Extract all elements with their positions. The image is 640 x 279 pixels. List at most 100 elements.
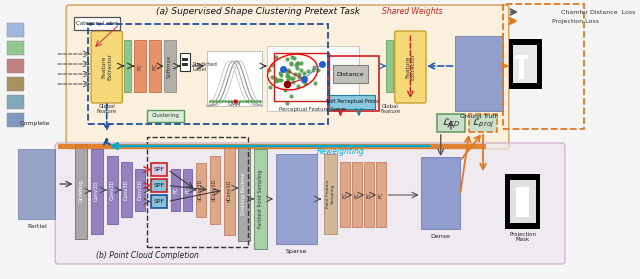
Text: $\mathcal{L}_{CD}$: $\mathcal{L}_{CD}$: [442, 117, 460, 129]
Text: Global
Feature: Global Feature: [97, 104, 116, 114]
Text: Dense: Dense: [431, 234, 451, 239]
Point: [292, 84, 303, 88]
Text: Feature
Extractor: Feature Extractor: [101, 54, 112, 81]
Bar: [8, 41, 24, 55]
Text: Conv3D: Conv3D: [109, 180, 115, 200]
Point: [298, 77, 308, 81]
Text: Clustering: Clustering: [152, 114, 180, 119]
Bar: [340, 162, 349, 227]
Point: [276, 78, 286, 82]
Bar: [437, 114, 465, 132]
Text: Gridding: Gridding: [79, 180, 83, 202]
Bar: [149, 40, 161, 92]
Bar: [196, 163, 206, 217]
Bar: [238, 146, 250, 241]
Bar: [151, 195, 168, 208]
Text: Partial: Partial: [27, 223, 47, 229]
Bar: [274, 53, 330, 101]
Bar: [333, 65, 368, 83]
FancyBboxPatch shape: [91, 31, 122, 103]
Text: Predicted
Label: Predicted Label: [192, 62, 217, 72]
Bar: [151, 179, 168, 192]
Bar: [58, 144, 486, 149]
Text: Distance: Distance: [337, 71, 364, 76]
Point: [272, 78, 282, 82]
Point: [284, 68, 294, 73]
Bar: [267, 46, 359, 111]
Text: Soft Perceptual Priors: Soft Perceptual Priors: [326, 100, 379, 105]
Bar: [147, 110, 184, 122]
FancyBboxPatch shape: [67, 5, 509, 149]
Point: [299, 71, 309, 75]
Bar: [180, 53, 189, 71]
Point: [317, 62, 327, 66]
FancyBboxPatch shape: [395, 31, 426, 103]
Bar: [8, 113, 24, 127]
Text: Conv3D: Conv3D: [124, 180, 129, 200]
Text: FC: FC: [185, 187, 190, 193]
Text: Reweighting: Reweighting: [317, 146, 364, 155]
Point: [291, 63, 301, 67]
Point: [264, 68, 275, 73]
Point: [265, 85, 275, 89]
FancyBboxPatch shape: [55, 143, 565, 264]
Point: [285, 94, 296, 98]
Bar: [8, 23, 24, 37]
Text: (a) Supervised Shape Clustering Pretext Task: (a) Supervised Shape Clustering Pretext …: [156, 8, 360, 16]
Bar: [88, 24, 328, 124]
Text: FC: FC: [367, 192, 371, 198]
Bar: [19, 149, 55, 219]
Point: [309, 65, 319, 69]
Text: Category Label: Category Label: [76, 21, 118, 26]
Text: FC: FC: [152, 62, 157, 70]
Text: dConv3D: dConv3D: [212, 179, 217, 201]
Text: Ground Truth: Ground Truth: [460, 114, 499, 119]
Bar: [519, 55, 524, 79]
Point: [282, 57, 292, 61]
Bar: [515, 55, 528, 59]
Point: [278, 67, 289, 71]
Bar: [8, 95, 24, 109]
Text: SPF: SPF: [154, 199, 164, 204]
Bar: [122, 162, 132, 217]
Text: FC: FC: [173, 187, 179, 193]
Text: (b) Point Cloud Completion: (b) Point Cloud Completion: [96, 251, 198, 259]
Text: Perceptual Feature Space: Perceptual Feature Space: [279, 107, 347, 112]
Bar: [8, 77, 24, 91]
Point: [288, 80, 298, 84]
Bar: [456, 36, 503, 111]
Point: [303, 69, 313, 73]
Point: [273, 77, 284, 82]
Text: Gridding Reverse: Gridding Reverse: [241, 173, 246, 215]
Bar: [328, 56, 379, 111]
Bar: [509, 180, 536, 223]
Point: [286, 61, 296, 65]
Point: [284, 69, 294, 73]
Point: [282, 74, 292, 79]
Point: [293, 61, 303, 65]
Bar: [324, 154, 337, 234]
Point: [270, 76, 280, 81]
Text: Feature
Extractor: Feature Extractor: [405, 54, 416, 81]
Text: dConv3D: dConv3D: [227, 180, 232, 202]
Point: [286, 62, 296, 66]
Point: [296, 68, 306, 73]
Text: FC: FC: [378, 192, 383, 198]
Bar: [147, 137, 248, 247]
Text: Projection
Mask: Projection Mask: [509, 232, 536, 242]
Point: [282, 101, 292, 105]
Bar: [387, 40, 393, 92]
Bar: [276, 154, 317, 244]
Point: [287, 55, 297, 59]
Text: Shared Weights: Shared Weights: [382, 8, 442, 16]
Bar: [513, 45, 538, 83]
Point: [290, 72, 300, 77]
Point: [282, 71, 292, 75]
Text: Complete: Complete: [20, 121, 50, 126]
Point: [278, 68, 288, 72]
Bar: [421, 157, 460, 229]
Text: Conv3D: Conv3D: [138, 180, 142, 200]
Point: [275, 71, 285, 75]
Point: [289, 56, 300, 60]
Text: Softmax: Softmax: [167, 54, 172, 78]
